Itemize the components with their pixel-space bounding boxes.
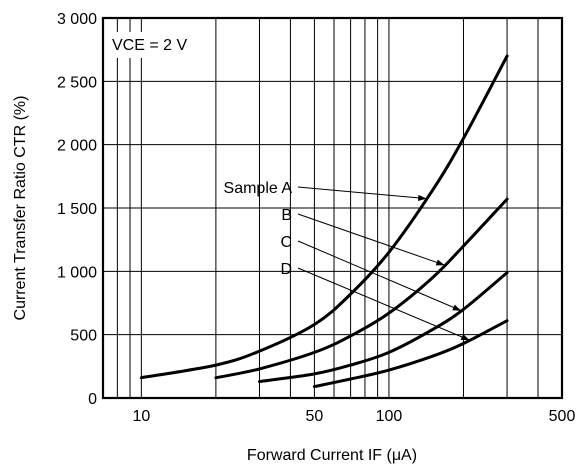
curve-sample-b xyxy=(214,197,509,380)
curve-sample-d xyxy=(312,319,509,389)
y-axis-label: Current Transfer Ratio CTR (%) xyxy=(12,96,29,321)
vce-annotation-background xyxy=(107,32,207,58)
y-tick-label: 2 000 xyxy=(57,138,97,155)
curve-layer xyxy=(139,54,509,389)
grid-layer xyxy=(103,18,562,398)
x-tick-label: 500 xyxy=(549,408,576,425)
y-tick-label: 0 xyxy=(88,391,97,408)
curve-sample-c xyxy=(258,271,509,383)
arrowhead-icon xyxy=(452,304,462,311)
x-tick-label: 10 xyxy=(132,408,150,425)
callout-pointer-line xyxy=(297,186,427,200)
x-tick-label: 50 xyxy=(306,408,324,425)
y-tick-label: 500 xyxy=(70,328,97,345)
callout-pointer-line xyxy=(297,213,445,266)
series-label-c: C xyxy=(280,234,292,251)
x-tick-label: 100 xyxy=(376,408,403,425)
arrowhead-icon xyxy=(417,194,427,201)
callout-pointer-line xyxy=(297,240,462,312)
curve-sample-a xyxy=(139,54,509,380)
vce-condition-annotation: VCE = 2 V xyxy=(112,37,187,54)
plot-frame xyxy=(101,16,564,400)
callout-pointer-line xyxy=(297,267,470,341)
annotation-layer: Sample A BCD xyxy=(224,180,470,341)
tick-label-layer: 0 500 1 000 1 500 2 000 2 500 3 000 10 50 100 500 xyxy=(57,11,575,425)
series-label-b: B xyxy=(281,207,292,224)
arrowhead-icon xyxy=(460,334,470,341)
y-tick-label: 3 000 xyxy=(57,11,97,28)
series-label-sample-a: Sample A xyxy=(224,180,293,197)
y-tick-label: 1 000 xyxy=(57,264,97,281)
y-tick-label: 1 500 xyxy=(57,201,97,218)
arrowhead-icon xyxy=(435,259,445,266)
series-label-d: D xyxy=(280,261,292,278)
x-axis-label: Forward Current IF (μA) xyxy=(247,447,417,464)
y-tick-label: 2 500 xyxy=(57,74,97,91)
